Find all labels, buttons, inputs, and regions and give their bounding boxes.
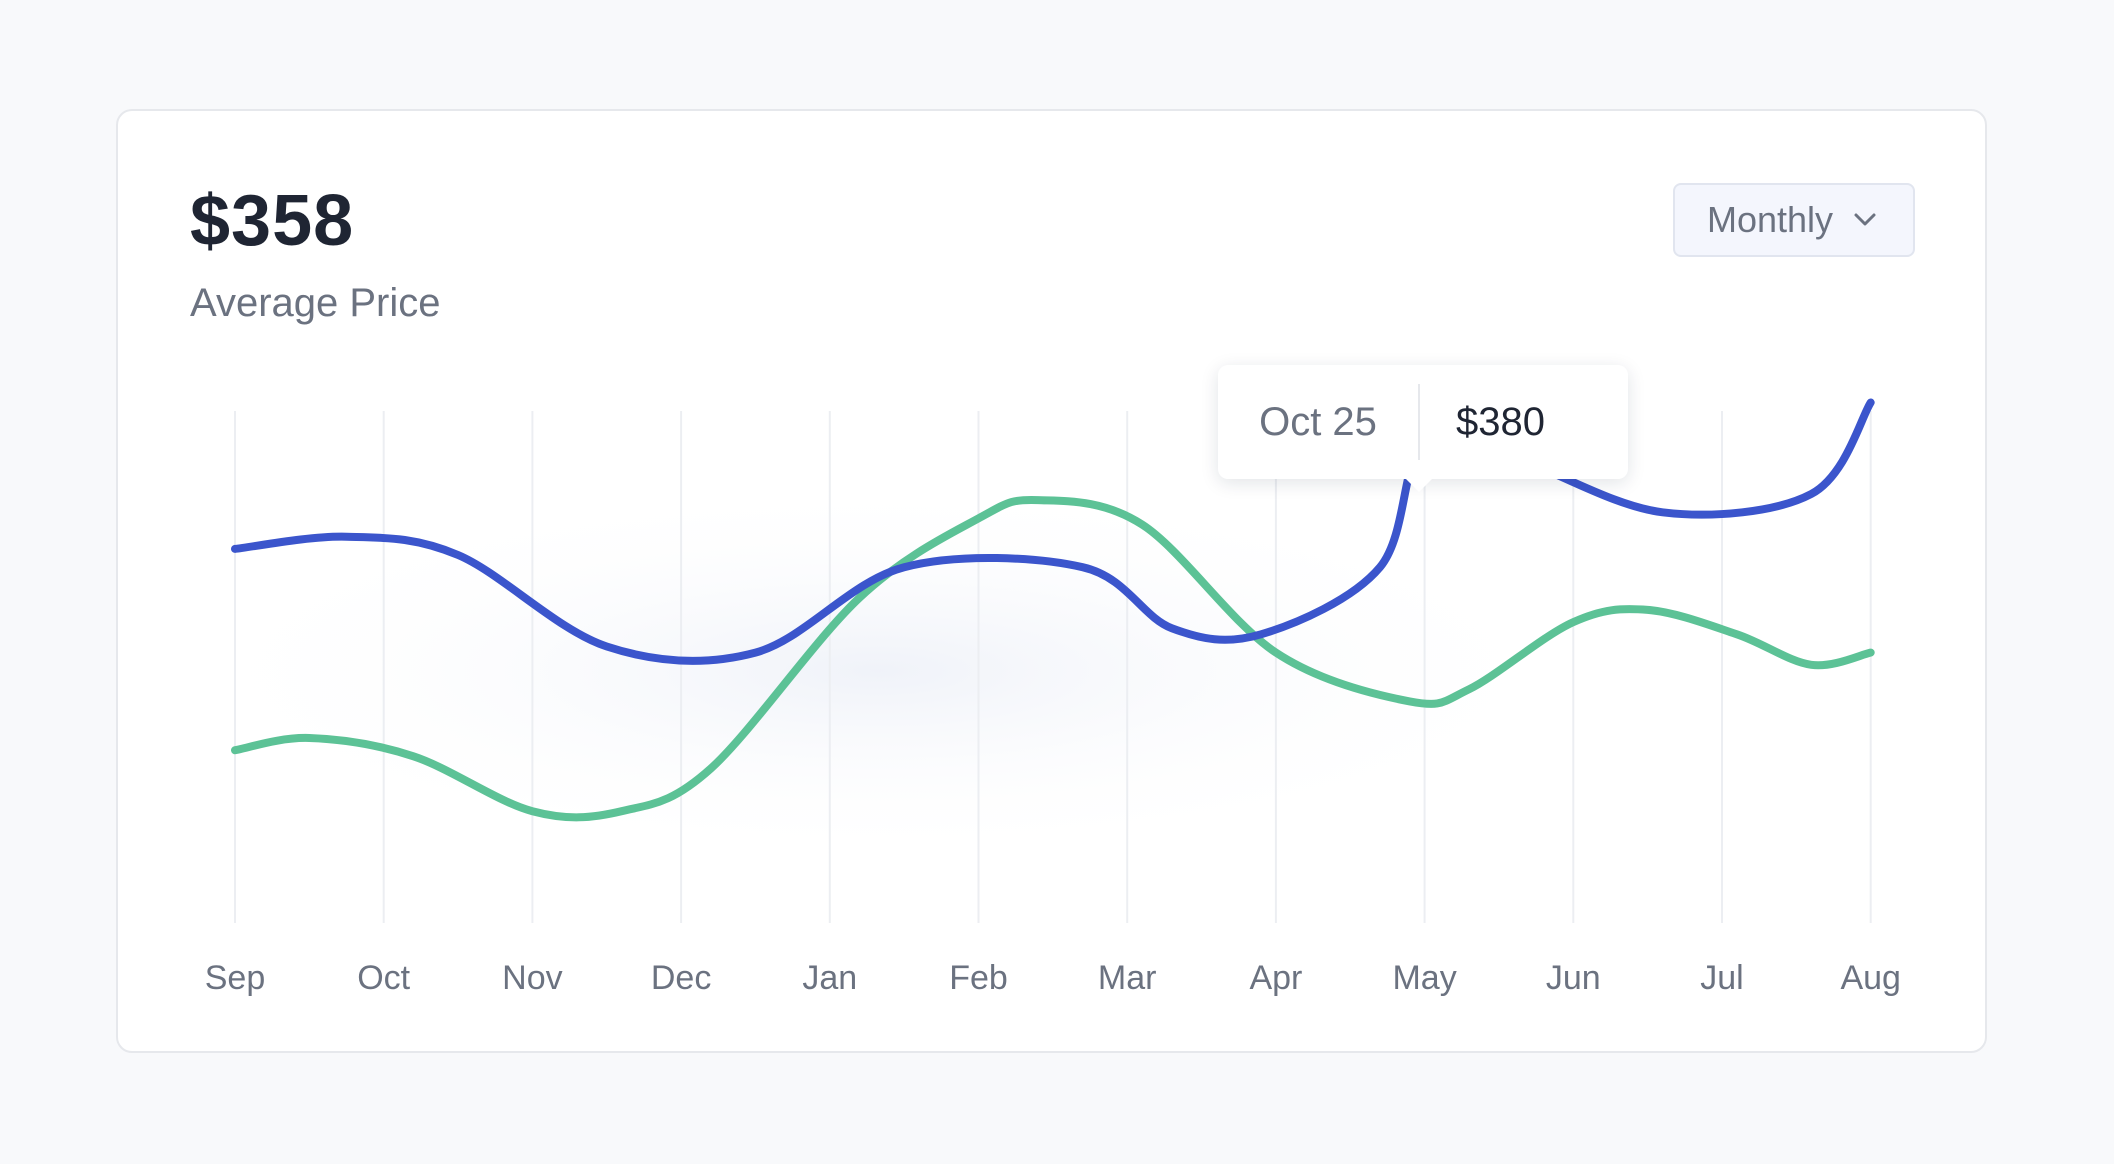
x-tick-label-apr: Apr <box>1249 959 1302 997</box>
series-line-green <box>231 495 1875 822</box>
chart-background-glow <box>158 481 1598 861</box>
period-dropdown[interactable]: Monthly <box>1673 183 1915 257</box>
chevron-down-icon <box>1854 213 1876 226</box>
x-tick-label-feb: Feb <box>949 959 1008 997</box>
x-tick-label-may: May <box>1392 959 1456 997</box>
x-tick-label-oct: Oct <box>357 959 410 997</box>
series-line-blue <box>231 398 1875 665</box>
x-tick-label-mar: Mar <box>1098 959 1157 997</box>
data-tooltip: Oct 25 $380 <box>1218 365 1628 492</box>
price-chart-card: $358 Average Price Monthly Sep Oct Nov Dec J… <box>116 109 1987 1053</box>
x-tick-label-jan: Jan <box>802 959 857 997</box>
x-axis-labels: Sep Oct Nov Dec Jan Feb Mar Apr May Jun Jul Aug <box>205 959 1901 997</box>
x-tick-label-nov: Nov <box>502 959 562 997</box>
x-tick-label-sep: Sep <box>205 959 266 997</box>
x-tick-label-jun: Jun <box>1546 959 1601 997</box>
x-tick-label-aug: Aug <box>1840 959 1901 997</box>
tooltip-value: $380 <box>1456 400 1545 444</box>
period-dropdown-label: Monthly <box>1707 199 1834 240</box>
grid-lines <box>234 411 1872 923</box>
series-lines <box>231 398 1875 822</box>
average-price-value: $358 <box>190 181 355 261</box>
line-chart: Sep Oct Nov Dec Jan Feb Mar Apr May Jun Jul Aug <box>158 398 1901 997</box>
x-tick-label-jul: Jul <box>1700 959 1743 997</box>
x-tick-label-dec: Dec <box>651 959 711 997</box>
average-price-label: Average Price <box>190 281 441 325</box>
tooltip-date: Oct 25 <box>1218 384 1420 460</box>
